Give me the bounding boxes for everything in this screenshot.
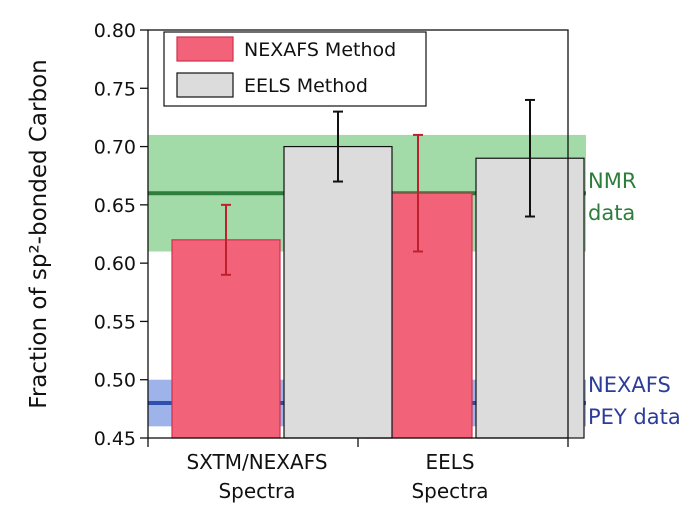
- y-tick-label: 0.50: [94, 370, 136, 392]
- error-bars: [221, 98, 535, 276]
- x-category-label: Spectra: [411, 479, 488, 503]
- x-category-label: SXTM/NEXAFS: [186, 450, 327, 474]
- reference-label: NMR: [588, 169, 636, 193]
- legend: NEXAFS Method EELS Method: [163, 31, 427, 107]
- x-category-label: EELS: [425, 450, 474, 474]
- reference-labels: NMR data NEXAFS PEY data: [588, 169, 681, 429]
- y-tick-label: 0.80: [94, 20, 136, 42]
- reference-label: NEXAFS: [588, 373, 671, 397]
- y-tick-label: 0.45: [94, 428, 136, 450]
- legend-label: NEXAFS Method: [244, 39, 396, 61]
- y-tick-label: 0.65: [94, 195, 136, 217]
- reference-label: PEY data: [588, 405, 681, 429]
- y-axis-label: Fraction of sp²-bonded Carbon: [26, 59, 52, 408]
- bar: [283, 145, 393, 439]
- x-axis: SXTM/NEXAFS Spectra EELS Spectra: [147, 438, 569, 503]
- y-tick-label: 0.70: [94, 137, 136, 159]
- error-bar: [333, 110, 343, 183]
- legend-swatch: [176, 72, 234, 98]
- error-bar: [413, 133, 423, 253]
- legend-swatch: [176, 36, 234, 62]
- x-category-label: Spectra: [218, 479, 295, 503]
- y-tick-label: 0.55: [94, 311, 136, 333]
- reference-label: data: [588, 201, 635, 225]
- error-bar: [525, 98, 535, 218]
- error-bar: [221, 203, 231, 276]
- y-tick-label: 0.75: [94, 78, 136, 100]
- legend-label: EELS Method: [244, 75, 368, 97]
- y-axis: 0.45 0.50 0.55 0.60 0.65 0.70 0.75 0.80: [94, 20, 148, 450]
- y-tick-label: 0.60: [94, 253, 136, 275]
- bar: [475, 157, 585, 439]
